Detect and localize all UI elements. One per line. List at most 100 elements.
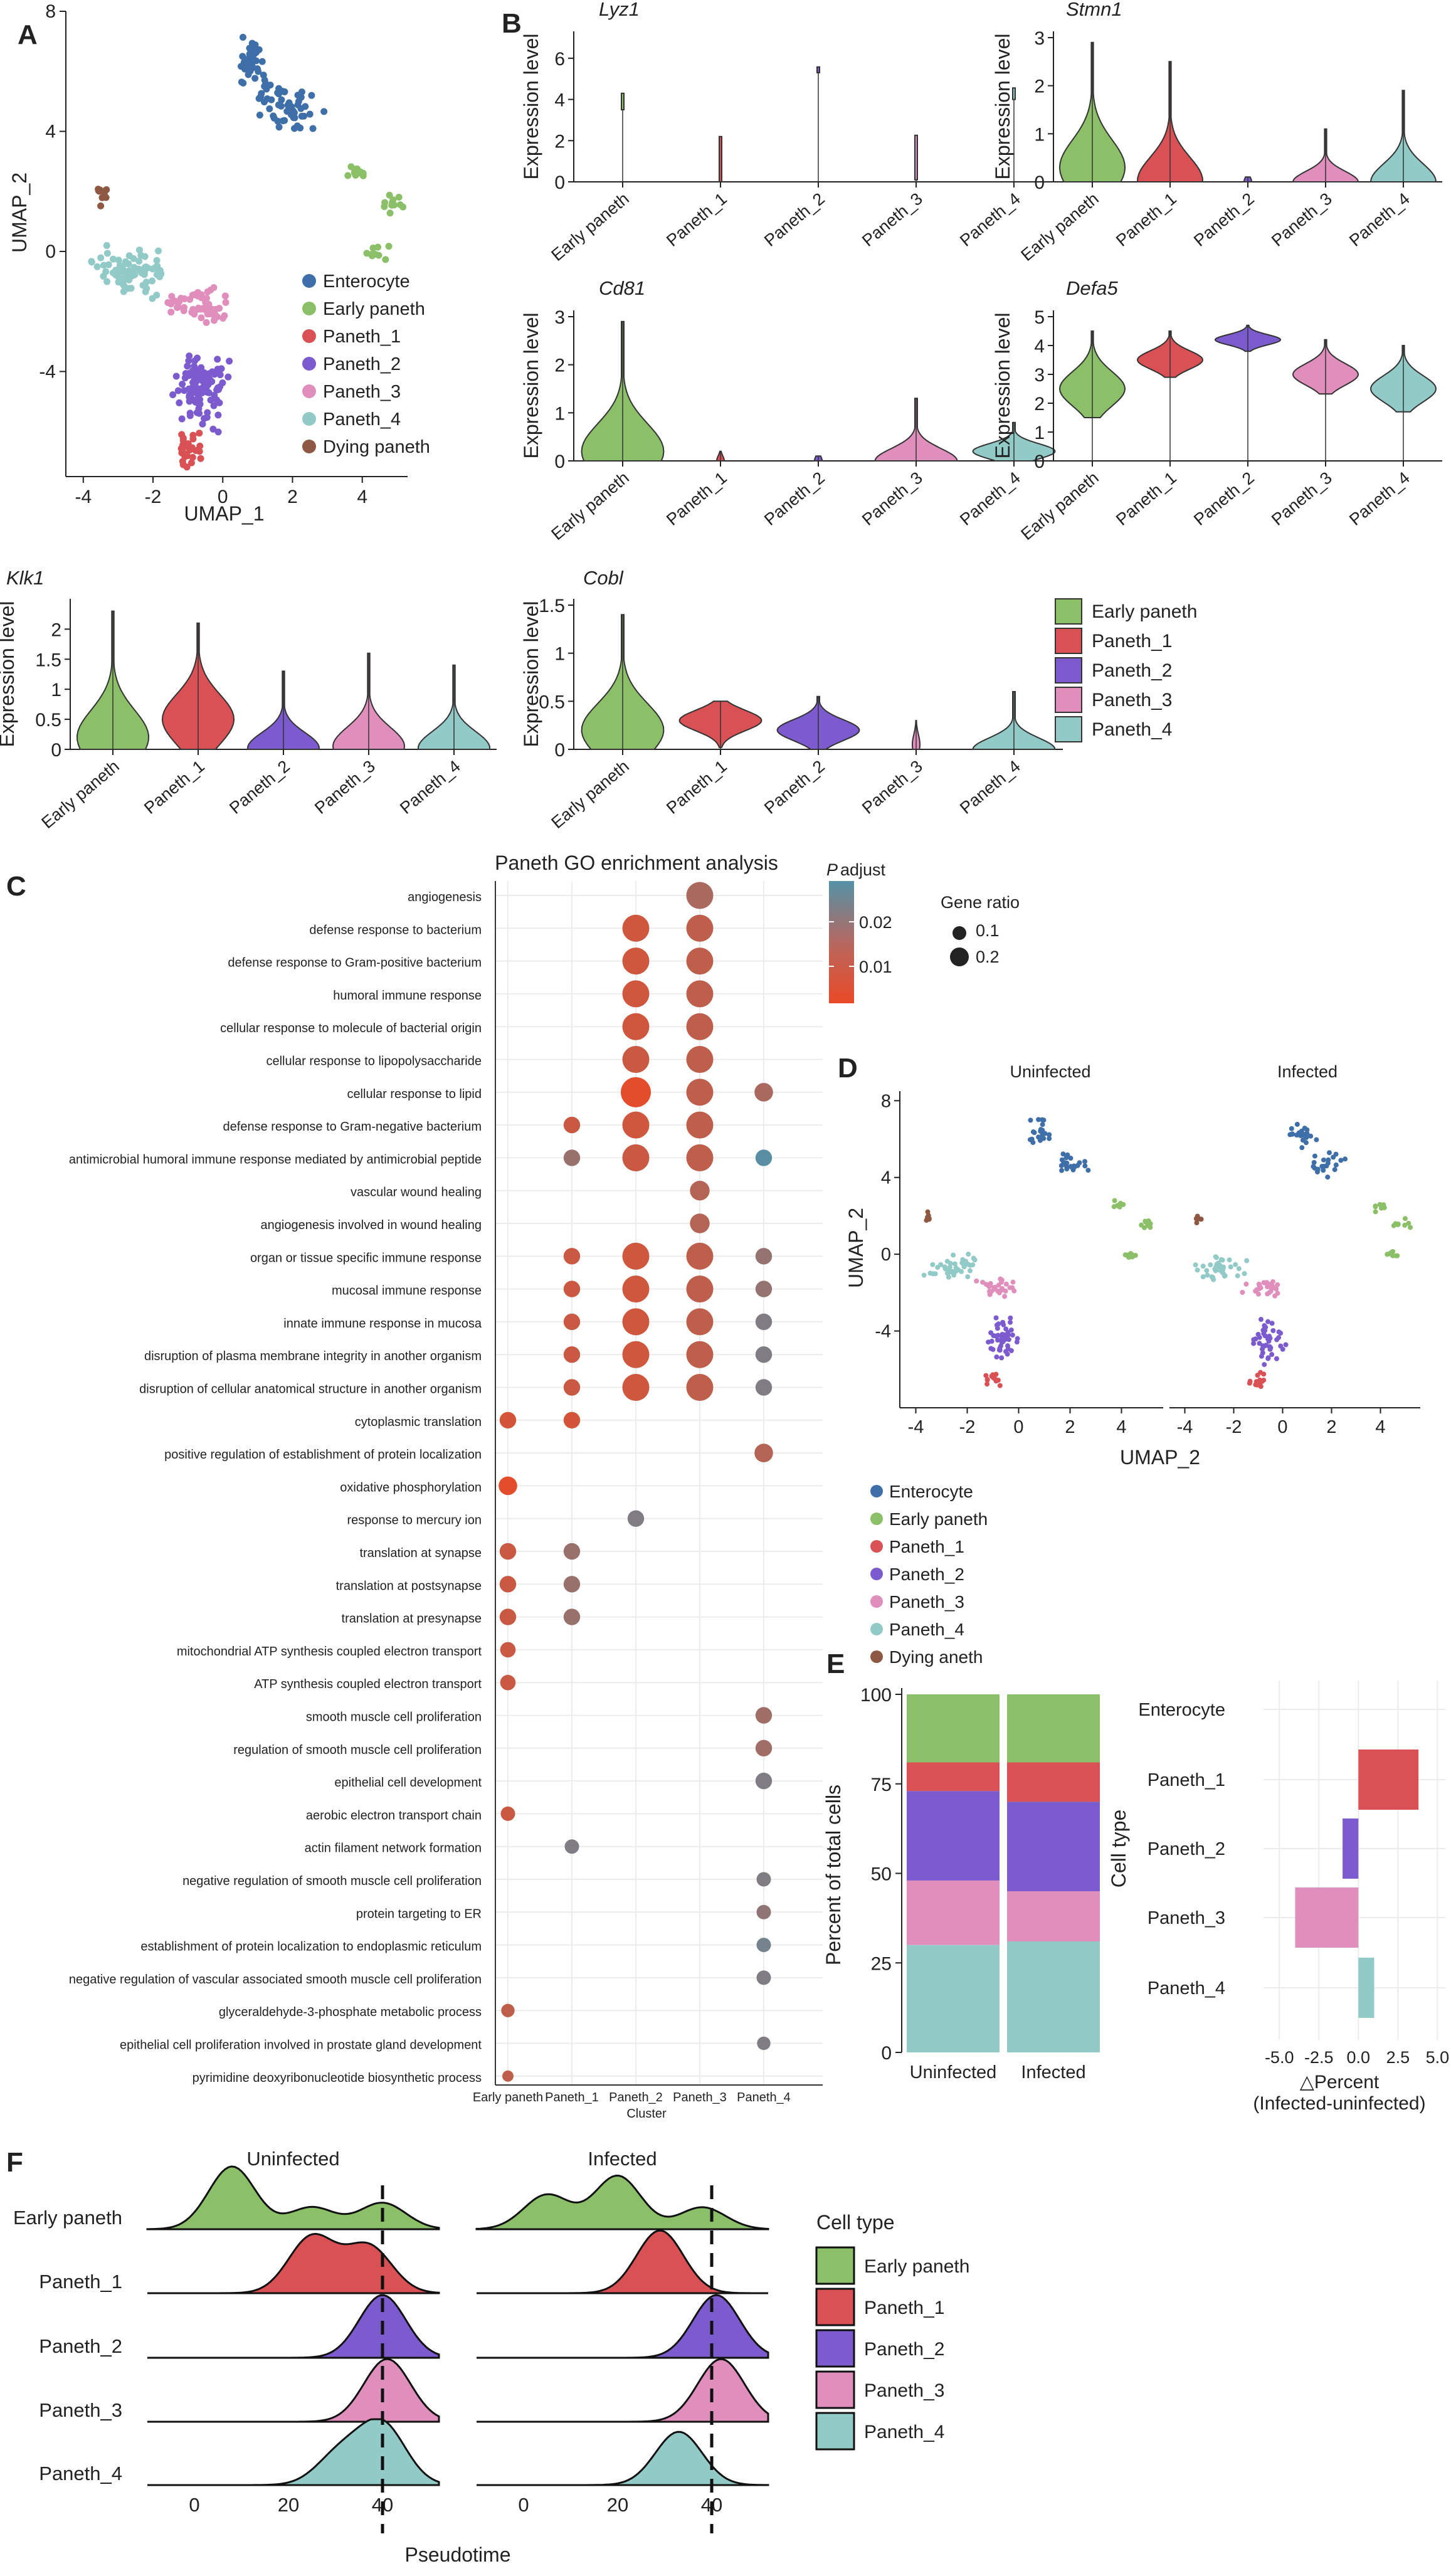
data-point xyxy=(1299,1145,1305,1151)
x-tick-label: Paneth_2 xyxy=(761,757,828,818)
term-label: oxidative phosphorylation xyxy=(340,1481,482,1494)
data-point xyxy=(199,305,207,312)
y-tick-label: 1 xyxy=(1034,124,1045,145)
data-point xyxy=(965,1274,971,1280)
data-point xyxy=(1257,1286,1262,1292)
x-tick-label: Early paneth xyxy=(38,757,122,832)
data-point xyxy=(1215,1260,1221,1266)
x-tick-label: Paneth_1 xyxy=(545,2091,599,2104)
data-point xyxy=(1208,1262,1213,1268)
data-point xyxy=(1244,1258,1250,1264)
term-label: negative regulation of smooth muscle cel… xyxy=(182,1874,482,1888)
y-tick-label: 4 xyxy=(1034,336,1045,357)
legend-label: Paneth_4 xyxy=(889,1620,964,1639)
y-tick-label: 1.5 xyxy=(539,596,565,616)
panel-letter-B: B xyxy=(502,8,522,39)
x-axis-label: Cluster xyxy=(626,2107,667,2121)
data-point xyxy=(994,1354,1000,1359)
dot-paneth-4 xyxy=(755,1248,773,1265)
data-point xyxy=(1402,1222,1408,1228)
umap-facet-infected: Infected -4 -2 0 2 4 xyxy=(1169,1062,1420,1437)
dot-early-paneth xyxy=(500,1642,516,1658)
dot-paneth-4 xyxy=(755,1280,773,1297)
x-tick-label: Early paneth xyxy=(1017,468,1102,544)
data-point xyxy=(188,369,196,376)
legend-label: Paneth_4 xyxy=(864,2422,944,2442)
data-point xyxy=(243,56,251,63)
data-point xyxy=(1228,1264,1233,1270)
bar-paneth-3 xyxy=(907,1880,1000,1945)
term-label: establishment of protein localization to… xyxy=(140,1940,482,1954)
data-point xyxy=(203,300,211,307)
y-tick-label: 2 xyxy=(554,131,565,152)
x-tick-label: 0 xyxy=(189,2494,199,2516)
ridge-legend: Cell type Early paneth Paneth_1 Paneth_2 Pan… xyxy=(815,2211,969,2451)
dot-paneth-2 xyxy=(622,1111,650,1139)
bar-paneth-1 xyxy=(907,1762,1000,1792)
legend-key xyxy=(870,1512,883,1525)
data-point xyxy=(213,313,221,320)
data-point xyxy=(174,387,182,394)
data-point xyxy=(1254,1382,1260,1388)
row-label: Paneth_2 xyxy=(39,2335,122,2357)
data-point xyxy=(105,261,112,268)
ridge-paneth-3 xyxy=(477,2358,769,2423)
data-point xyxy=(214,366,221,373)
scatter-cluster-paneth-2 xyxy=(169,352,233,436)
data-point xyxy=(989,1373,995,1379)
y-tick-label: 0 xyxy=(1034,172,1045,193)
data-point xyxy=(993,1378,999,1384)
data-point xyxy=(1269,1321,1275,1326)
data-point xyxy=(197,455,204,462)
data-point xyxy=(141,253,149,260)
data-point xyxy=(1008,1319,1013,1325)
x-tick-label: -2 xyxy=(145,487,162,507)
legend-label: Enterocyte xyxy=(889,1482,973,1501)
data-point xyxy=(1304,1127,1310,1132)
y-tick-label: 100 xyxy=(860,1685,892,1706)
chart-title: Paneth GO enrichment analysis xyxy=(495,852,778,874)
data-point xyxy=(191,357,199,364)
data-point xyxy=(142,278,150,286)
data-point xyxy=(239,33,246,41)
x-tick-label: Paneth_3 xyxy=(311,757,379,818)
y-tick-label: 1 xyxy=(554,644,565,665)
data-point xyxy=(391,201,398,209)
legend-label: Paneth_2 xyxy=(864,2339,944,2360)
scatter-cluster-paneth-4 xyxy=(88,242,165,302)
data-point xyxy=(921,1272,927,1278)
data-point xyxy=(1070,1167,1076,1173)
y-tick-label: 4 xyxy=(881,1168,891,1188)
legend-label: Paneth_3 xyxy=(1092,690,1172,710)
data-point xyxy=(984,1377,990,1383)
data-point xyxy=(260,71,267,79)
x-tick-label: Paneth_1 xyxy=(140,757,208,818)
data-point xyxy=(1395,1253,1400,1259)
data-point xyxy=(179,445,187,452)
data-point xyxy=(1068,1156,1074,1161)
data-point xyxy=(185,385,193,393)
data-point xyxy=(1005,1346,1011,1352)
legend-label: Paneth_3 xyxy=(864,2380,944,2401)
term-label: protein targeting to ER xyxy=(356,1907,482,1921)
data-point xyxy=(103,186,110,193)
legend-label: Early paneth xyxy=(1092,601,1197,622)
data-point xyxy=(149,295,156,302)
data-point xyxy=(986,1289,992,1294)
data-point xyxy=(1213,1255,1219,1260)
term-label: defense response to Gram-positive bacter… xyxy=(228,956,482,970)
data-point xyxy=(216,371,224,379)
data-point xyxy=(1260,1346,1265,1352)
x-tick-label: 0 xyxy=(1277,1417,1287,1437)
data-point xyxy=(996,1288,1002,1294)
data-point xyxy=(194,305,202,313)
legend-key xyxy=(302,412,316,426)
violin-paneth-3 xyxy=(914,134,918,181)
term-label: mitochondrial ATP synthesis coupled elec… xyxy=(177,1645,482,1659)
term-label: aerobic electron transport chain xyxy=(306,1808,482,1822)
x-tick-label: 0 xyxy=(1013,1417,1023,1437)
